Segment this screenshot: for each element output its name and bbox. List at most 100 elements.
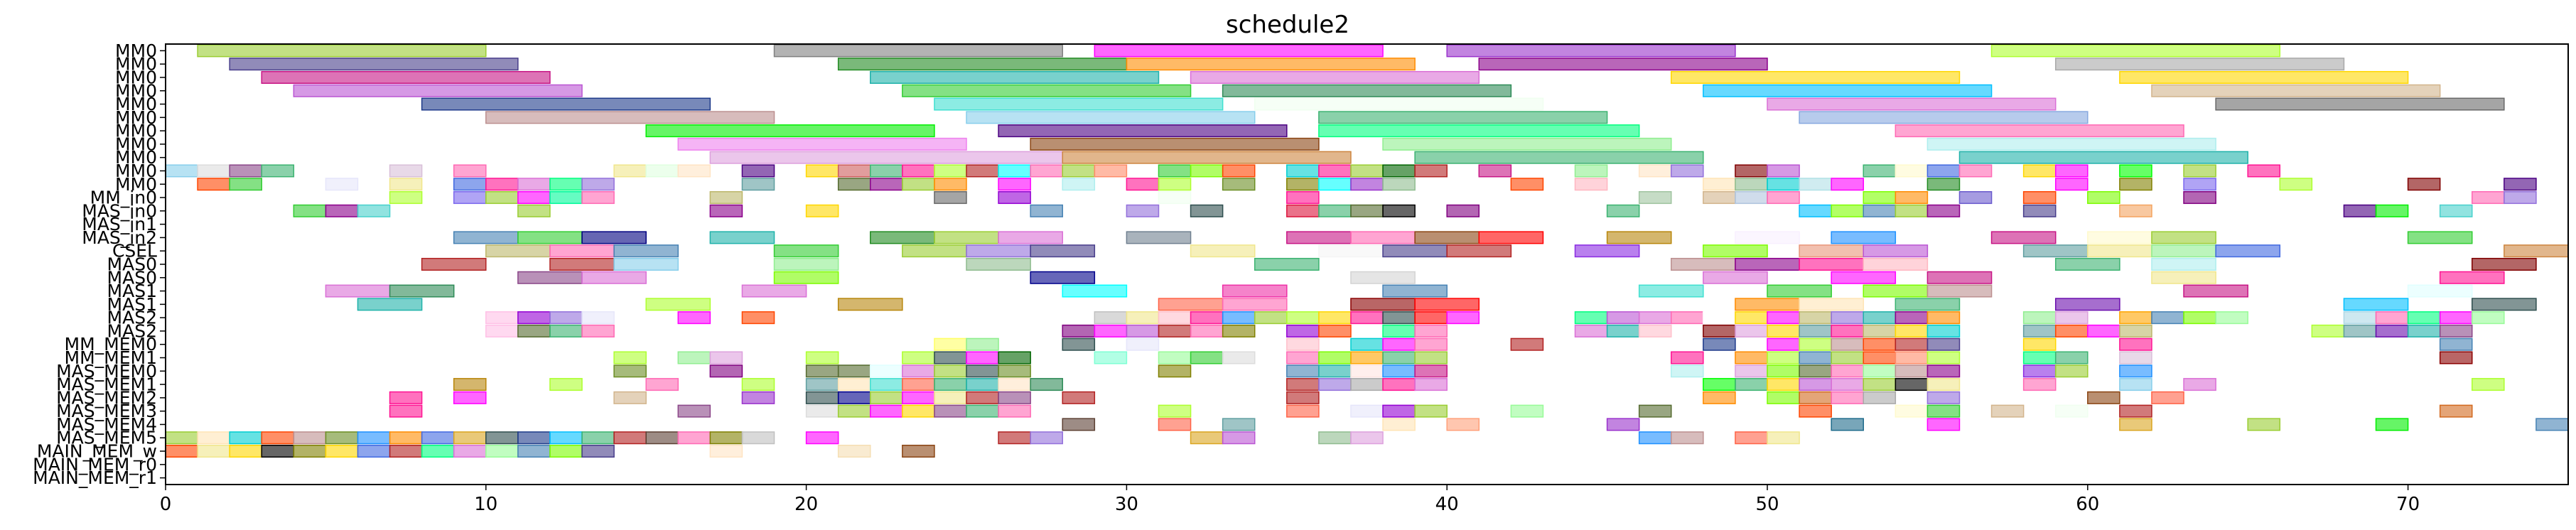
bar-mas_mem5-502 [517,431,551,445]
row-label: MM0 [115,54,157,75]
bar-mas_mem4-490 [2535,418,2569,431]
bar-mas_mem3-464 [998,404,1031,418]
bar-mas_mem5-512 [1030,431,1063,445]
bar-mas2-273 [1414,311,1448,325]
bar-mm_mem1-370 [1767,351,1800,364]
bar-mas_mem1-428 [1863,378,1897,391]
bar-mm0-38 [1062,151,1352,164]
bar-mas_in0-149 [805,204,839,217]
bar-mm_in0-122 [453,191,487,205]
bar-mm0-25 [485,111,775,124]
bar-mas_mem3-459 [837,404,871,418]
bar-mas_in2-175 [998,231,1063,244]
bar-mas2-293 [2343,311,2377,325]
bar-mas_mem0-400 [1863,364,1897,378]
bar-mm_in0-133 [1703,191,1736,205]
bar-mas_mem1-419 [1318,378,1352,391]
bar-mas_mem4-479 [1062,418,1096,431]
bar-mas_mem2-452 [1863,391,1897,404]
bar-mas2-300 [549,324,583,337]
bar-mas_mem1-408 [645,378,679,391]
bar-mas_mem5-495 [293,431,327,445]
bar-mas_mem1-432 [2119,378,2152,391]
bar-mas_mem1-412 [870,378,903,391]
row-label: MAS0 [107,254,157,275]
bar-mm0-109 [1703,178,1736,191]
bar-mas_mem2-445 [998,391,1031,404]
bar-mm0-112 [1799,178,1832,191]
bar-mas_mem3-466 [1286,404,1320,418]
bar-mas2-301 [581,324,615,337]
bar-mas2-318 [1799,324,1832,337]
bar-mas_in0-167 [2375,204,2409,217]
bar-csel-200 [1703,244,1768,258]
bar-mas0-215 [1671,257,1736,271]
bar-mm0-44 [261,164,295,178]
bar-mm_mem1-363 [1286,351,1320,364]
bar-mas_mem1-433 [2183,378,2216,391]
bar-mm0-97 [934,178,967,191]
bar-mas_in0-153 [1286,204,1320,217]
bar-mm_in0-142 [2472,191,2505,205]
bar-mm0-42 [197,164,230,178]
bar-mas2-294 [2375,311,2409,325]
bar-mm0-23 [1767,97,2057,111]
bar-mm_mem1-379 [2439,351,2473,364]
bar-main_mem_w-526 [325,445,359,458]
bar-mm0-32 [1895,124,2184,138]
bar-mas_mem3-477 [2119,404,2152,418]
bar-mm_in0-123 [485,191,519,205]
bar-mas_mem1-430 [1926,378,1961,391]
bar-csel-190 [613,244,679,258]
bar-mas0-214 [1414,257,1480,271]
bar-mm_mem1-355 [902,351,935,364]
bar-mas_mem1-415 [966,378,999,391]
row-label: MAS_MEM5 [56,428,157,448]
bar-mas_mem5-505 [613,431,647,445]
bar-mm_mem0-341 [1703,337,1736,351]
bar-mas_in0-155 [1350,204,1384,217]
bar-mas2-329 [2375,324,2409,337]
bar-mm_in0-143 [2504,191,2537,205]
bar-mas_mem5-511 [998,431,1031,445]
bar-mm0-12 [1190,70,1480,84]
bar-mas_in0-146 [357,204,391,217]
bar-main_mem_w-528 [389,445,423,458]
bar-mm0-6 [837,58,1128,71]
chart-title: schedule2 [1226,11,1349,39]
bar-mas2-275 [1574,311,1608,325]
bar-main_mem_w-523 [229,445,262,458]
bar-mas_mem0-393 [1382,364,1416,378]
bar-mm_mem1-365 [1350,351,1384,364]
row-label: MM_in0 [90,188,157,208]
bar-mas_in2-181 [1606,231,1672,244]
bar-mm0-13 [1671,70,1961,84]
bar-mas2-284 [1863,311,1897,325]
bar-mas_mem4-488 [2247,418,2281,431]
row-label: MAIN_MEM_r1 [33,467,157,488]
bar-mas_in2-178 [1350,231,1416,244]
bar-mas_mem5-514 [1222,431,1256,445]
bar-mas_mem3-472 [1799,404,1832,418]
bar-mas_mem1-413 [902,378,935,391]
bar-mm0-47 [613,164,647,178]
bar-mm0-55 [934,164,967,178]
bar-mas_in0-159 [1799,204,1832,217]
bar-mm0-27 [1318,111,1608,124]
row-label: MM_MEM0 [65,334,157,355]
bar-mas_mem2-449 [1767,391,1800,404]
bar-mas_in0-165 [2119,204,2152,217]
bar-mas_mem0-389 [1158,364,1192,378]
bar-mm0-49 [677,164,711,178]
bar-mm0-40 [1958,151,2248,164]
bar-csel-201 [1799,244,1864,258]
bar-mm_mem0-339 [1414,337,1448,351]
bar-mas1-238 [1638,284,1704,298]
bar-mm0-78 [1958,164,1993,178]
bar-mas_in0-150 [1030,204,1063,217]
bar-mas2-325 [2087,324,2120,337]
bar-mas_mem3-457 [677,404,711,418]
bar-mas_mem5-517 [1638,431,1672,445]
bar-mas2-266 [1190,311,1224,325]
bar-mas2-322 [1926,324,1961,337]
